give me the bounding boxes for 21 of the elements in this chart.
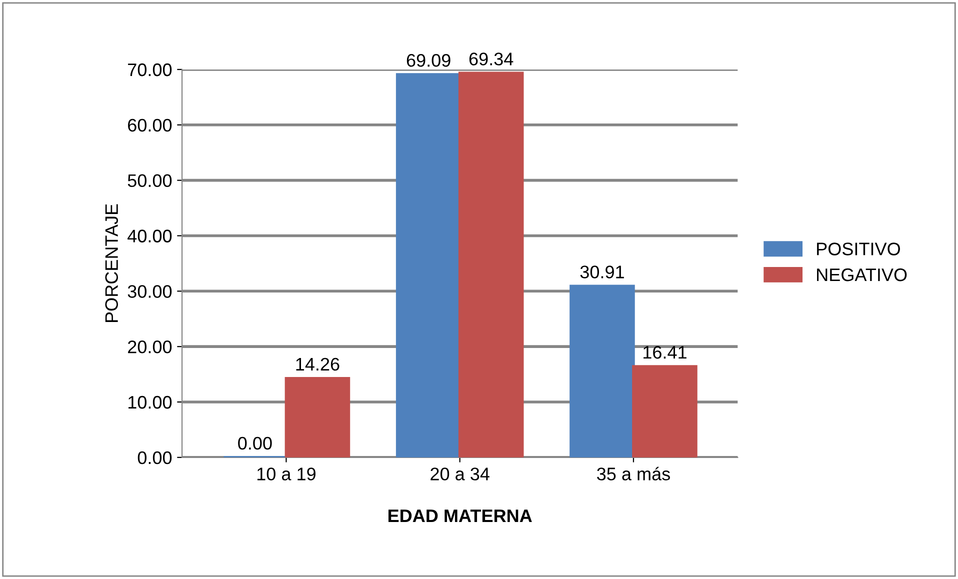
- y-tick-label: 40.00: [128, 230, 172, 242]
- legend-label: POSITIVO: [817, 242, 900, 256]
- data-label: 30.91: [580, 266, 624, 278]
- y-tick-label: 60.00: [128, 118, 172, 132]
- x-tick-label: 20 a 34: [430, 468, 490, 480]
- x-axis-title: EDAD MATERNA: [388, 510, 532, 522]
- y-tick-label: 30.00: [128, 285, 172, 298]
- y-tick-label: 0.00: [138, 451, 172, 464]
- x-tick-label: 35 a más: [597, 466, 670, 480]
- data-label: 14.26: [296, 358, 340, 371]
- y-axis-title: PORCENTAJE: [105, 204, 118, 322]
- data-label: 69.09: [406, 54, 450, 67]
- data-label: 69.34: [469, 52, 514, 66]
- data-label: 0.00: [238, 436, 272, 450]
- legend-label: NEGATIVO: [817, 268, 907, 282]
- data-label: 16.41: [644, 346, 686, 359]
- y-tick-label: 50.00: [128, 174, 172, 188]
- x-tick-label: 10 a 19: [257, 468, 316, 480]
- y-tick-label: 20.00: [128, 340, 172, 354]
- y-tick-label: 10.00: [128, 396, 172, 409]
- y-tick-label: 70.00: [128, 63, 172, 76]
